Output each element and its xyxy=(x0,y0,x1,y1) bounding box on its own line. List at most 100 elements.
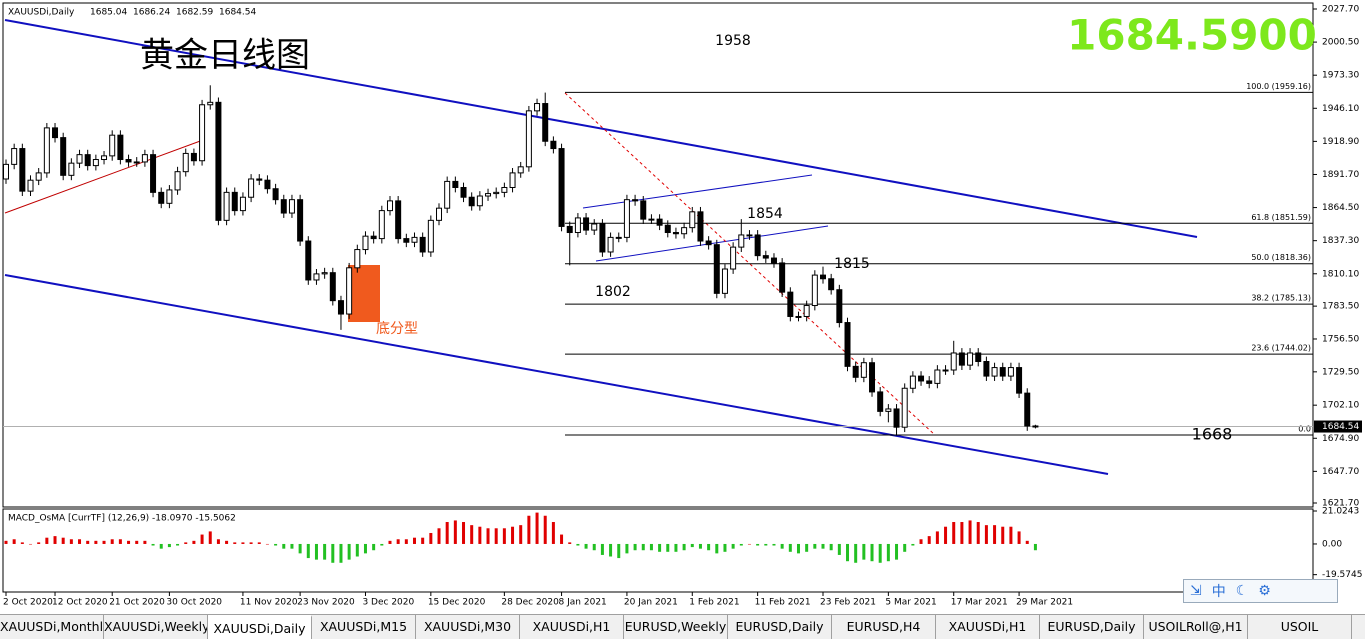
x-tick-label: 15 Dec 2020 xyxy=(428,598,486,608)
y-tick-label: 1621.70 xyxy=(1322,499,1359,509)
macd-bar xyxy=(233,542,237,544)
macd-bar xyxy=(429,532,433,544)
y-tick-label: 2000.50 xyxy=(1322,38,1359,48)
macd-bar xyxy=(829,543,833,551)
ime-icon[interactable]: ⚙ xyxy=(1258,583,1271,599)
macd-bar xyxy=(511,526,515,544)
annotation: 底分型 xyxy=(376,321,418,337)
macd-bar xyxy=(151,543,155,546)
macd-bar xyxy=(927,536,931,544)
macd-bar xyxy=(698,543,702,549)
macd-bar xyxy=(470,525,474,544)
macd-bar xyxy=(380,543,384,546)
macd-bar xyxy=(993,525,997,544)
fib-label: 50.0 (1818.36) xyxy=(1251,253,1311,262)
macd-bar xyxy=(462,522,466,544)
x-tick-label: 11 Nov 2020 xyxy=(240,598,298,608)
ime-mode[interactable]: 中 xyxy=(1211,584,1226,600)
tab[interactable]: EURUSD,H4 xyxy=(832,615,936,639)
tab[interactable]: XAUUSDi,H1 xyxy=(936,615,1040,639)
tab[interactable]: USOILRoll@,H1 xyxy=(1144,615,1248,639)
y-tick-label: 1891.70 xyxy=(1322,170,1359,180)
tab[interactable]: XAUUSDi,Weekly xyxy=(104,615,208,639)
macd-bar xyxy=(886,543,890,562)
candle-body xyxy=(640,200,647,220)
tab[interactable]: EURUSD,Daily xyxy=(1040,615,1144,639)
macd-bar xyxy=(118,539,122,544)
candle-body xyxy=(182,152,189,173)
macd-bar xyxy=(20,542,24,544)
fib-label: 100.0 (1959.16) xyxy=(1246,82,1311,91)
macd-bar xyxy=(600,543,604,555)
candle-body xyxy=(1024,392,1031,427)
candle-body xyxy=(158,191,165,204)
macd-bar xyxy=(551,522,555,544)
tab[interactable]: XAUUSDi,H1 xyxy=(520,615,624,639)
ime-toolbar[interactable]: ⇲ 中 ☾ ⚙ xyxy=(1183,579,1338,603)
y-tick-label: 1918.90 xyxy=(1322,137,1359,147)
candle-body xyxy=(534,103,541,112)
macd-bar xyxy=(445,522,449,544)
current-price-label: 1684.54 xyxy=(1322,422,1359,432)
x-tick-label: 12 Oct 2020 xyxy=(52,598,108,608)
macd-bar xyxy=(756,543,760,546)
candle-body xyxy=(76,154,83,164)
macd-bar xyxy=(404,539,408,544)
macd-bar xyxy=(290,543,294,549)
ime-icon[interactable]: ☾ xyxy=(1235,583,1249,599)
candle-body xyxy=(795,315,802,318)
macd-bar xyxy=(895,543,899,560)
tab[interactable]: XAUUSDi,M30 xyxy=(416,615,520,639)
candle-body xyxy=(615,236,622,239)
candle-body xyxy=(109,134,116,157)
macd-bar xyxy=(208,531,212,544)
candle-body xyxy=(820,274,826,280)
macd-bar xyxy=(135,540,139,544)
tab[interactable]: XAUUSDi,Daily xyxy=(208,615,312,639)
candle-body xyxy=(411,236,418,243)
candle-body xyxy=(664,224,671,234)
candle-body xyxy=(485,193,492,197)
macd-bar xyxy=(837,543,841,555)
candle-body xyxy=(125,159,132,163)
tab[interactable]: XAUUSDi,M15 xyxy=(312,615,416,639)
macd-bar xyxy=(731,543,735,549)
candle-body xyxy=(468,196,475,207)
macd-bar xyxy=(192,540,196,544)
macd-bar xyxy=(282,543,286,549)
candle-body xyxy=(117,134,124,161)
macd-bar xyxy=(707,543,711,551)
macd-bar xyxy=(682,543,686,551)
candle-body xyxy=(738,234,745,248)
x-tick-label: 28 Dec 2020 xyxy=(501,598,559,608)
macd-bar xyxy=(37,542,41,544)
candle-body xyxy=(60,137,67,176)
macd-panel xyxy=(2,508,1314,593)
candle-body xyxy=(476,195,483,207)
candle-body xyxy=(248,178,255,198)
macd-bar xyxy=(919,539,923,544)
tab[interactable]: USOIL xyxy=(1248,615,1352,639)
candle-body xyxy=(877,391,884,412)
annotation: 1668 xyxy=(1192,425,1233,444)
candle-body xyxy=(43,127,50,174)
macd-bar xyxy=(102,540,106,544)
candle-body xyxy=(681,227,688,235)
tab[interactable]: EURUSD,Weekly xyxy=(624,615,728,639)
candle-body xyxy=(52,127,59,139)
pattern-box xyxy=(348,265,380,322)
macd-bar xyxy=(265,543,269,545)
macd-bar xyxy=(78,539,82,544)
macd-bar xyxy=(241,542,245,544)
candle-body xyxy=(313,273,320,281)
macd-bar xyxy=(339,543,343,563)
ime-icon[interactable]: ⇲ xyxy=(1190,583,1202,599)
tab[interactable]: XAUUSDi,Monthly xyxy=(0,615,104,639)
candle-body xyxy=(362,235,369,251)
tab[interactable]: EURUSD,Daily xyxy=(728,615,832,639)
chart-title: 黄金日线图 xyxy=(140,36,310,76)
candle-body xyxy=(583,217,590,231)
wedge-upper xyxy=(582,174,813,209)
drawings xyxy=(4,19,1198,475)
y-tick-label: 1810.10 xyxy=(1322,269,1359,279)
